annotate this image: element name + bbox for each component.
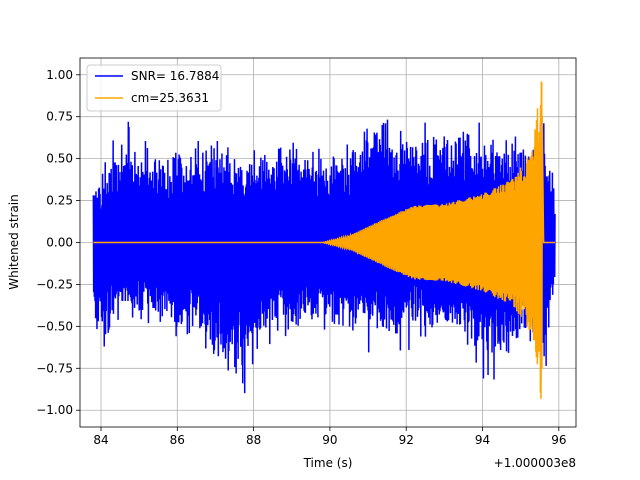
plot-area: [92, 81, 556, 399]
x-tick-label: 92: [399, 433, 414, 447]
y-tick-label: 0.25: [46, 194, 73, 208]
y-tick-label: −0.75: [36, 361, 73, 375]
legend: SNR= 16.7884 cm=25.3631: [86, 64, 222, 112]
y-tick-label: 0.00: [46, 236, 73, 250]
legend-label-cm: cm=25.3631: [131, 91, 209, 105]
x-tick-label: 96: [551, 433, 566, 447]
y-tick-label: 0.50: [46, 152, 73, 166]
y-tick-label: −1.00: [36, 403, 73, 417]
x-tick-label: 88: [246, 433, 261, 447]
y-tick-label: 1.00: [46, 68, 73, 82]
x-tick-label: 86: [170, 433, 185, 447]
y-axis-label: Whitened strain: [7, 194, 21, 290]
x-tick-label: 84: [93, 433, 108, 447]
y-tick-label: −0.50: [36, 319, 73, 333]
x-axis: 84 86 88 90 92 94 96: [93, 427, 566, 447]
y-tick-label: −0.25: [36, 277, 73, 291]
series-cm-line: [93, 81, 556, 399]
x-axis-offset-label: +1.000003e8: [494, 456, 576, 470]
x-tick-label: 94: [475, 433, 490, 447]
y-axis: 1.00 0.75 0.50 0.25 0.00 −0.25 −0.50 −0.75 −1.00: [36, 68, 80, 417]
x-tick-label: 90: [322, 433, 337, 447]
legend-label-snr: SNR= 16.7884: [131, 69, 219, 83]
y-tick-label: 0.75: [46, 110, 73, 124]
x-axis-label: Time (s): [303, 456, 353, 470]
